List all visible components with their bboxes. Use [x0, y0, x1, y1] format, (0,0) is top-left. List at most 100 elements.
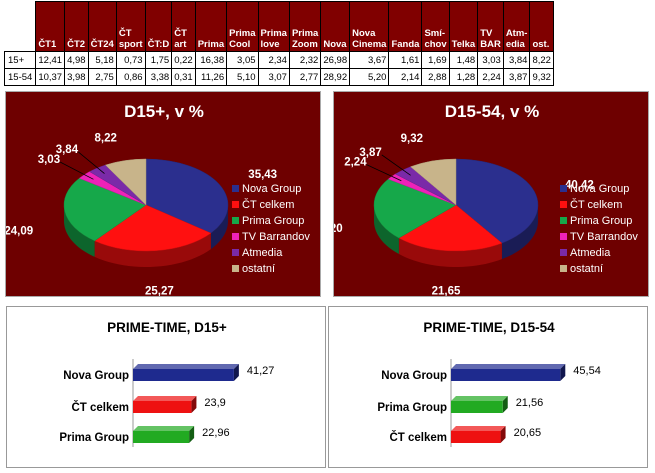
- pie-data-label: 35,43: [248, 169, 277, 181]
- bar-category-label: Nova Group: [63, 370, 129, 382]
- pie-title: D15-54, v %: [445, 102, 540, 121]
- bar-top: [451, 426, 506, 431]
- table-cell: 3,67: [349, 51, 390, 69]
- row-label: 15+: [3, 51, 37, 69]
- legend-swatch: [560, 217, 567, 224]
- column-header: ČT:D: [144, 1, 173, 52]
- table-header-row: ČT1 ČT2 ČT24 ČT sport ČT:D ČT art Prima Prima Cool…: [3, 1, 554, 52]
- table-cell: 3,05: [226, 51, 259, 69]
- bar-chart-prime-d15-54: PRIME-TIME, D15-54 Nova Group 45,54 Prima G…: [377, 320, 601, 447]
- table-cell: 1,48: [448, 51, 479, 69]
- pie-data-label: 40,42: [565, 180, 594, 192]
- legend-item: TV Barrandov: [570, 231, 638, 243]
- table-cell: 2,77: [288, 68, 322, 86]
- table-corner: [3, 1, 37, 52]
- leader-line: [77, 151, 105, 174]
- pie-panel-d15plus: D15+, v % 35,43 25,27 24,09 3,03 3,84 8,22 Nova…: [5, 91, 321, 297]
- table-body: 15+ 12,41 4,98 5,18 0,73 1,75 0,22 16,38 3,05 2,3…: [3, 51, 554, 86]
- table-cell: 0,22: [171, 51, 196, 69]
- table-cell: 16,38: [194, 51, 228, 69]
- bar-top: [133, 426, 195, 431]
- bar-end: [233, 364, 239, 381]
- pie-data-label: 3,84: [56, 144, 79, 156]
- pie-data-label: 21,65: [432, 286, 461, 297]
- legend-item: Prima Group: [570, 215, 632, 227]
- share-table: ČT1 ČT2 ČT24 ČT sport ČT:D ČT art Prima Prima Cool…: [3, 1, 554, 86]
- bar-category-label: ČT celkem: [389, 431, 447, 444]
- table-cell: 5,10: [226, 68, 259, 86]
- legend-item: Prima Group: [242, 215, 304, 227]
- bar: [451, 369, 561, 381]
- bar-end: [189, 426, 195, 443]
- pie-data-label: 22,20: [334, 223, 343, 235]
- legend-item: ČT celkem: [570, 198, 622, 211]
- pie-slice-side: [501, 205, 538, 260]
- bar-value-label: 45,54: [573, 365, 601, 377]
- legend-item: Atmedia: [570, 247, 611, 259]
- legend-item: Atmedia: [242, 247, 283, 259]
- table-cell: 28,92: [320, 68, 351, 86]
- bar-value-label: 20,65: [514, 427, 542, 439]
- legend-swatch: [232, 185, 239, 192]
- bar-top: [451, 364, 566, 369]
- pie-slice-side: [398, 238, 502, 267]
- pie-slice: [63, 177, 147, 242]
- table-cell: 1,28: [448, 68, 479, 86]
- leader-line: [381, 154, 411, 176]
- bar-top: [133, 396, 197, 401]
- table-cell: 26,98: [320, 51, 351, 69]
- bar-end: [191, 396, 197, 413]
- bar-panel-prime-d15plus: PRIME-TIME, D15+ Nova Group 41,27 ČT celkem…: [6, 306, 326, 468]
- table-cell: 10,37: [35, 68, 66, 86]
- column-header: Nova: [320, 1, 351, 52]
- legend-item: ostatní: [570, 263, 603, 275]
- table-cell: 1,75: [144, 51, 173, 69]
- legend-item: TV Barrandov: [242, 231, 310, 243]
- legend-item: Nova Group: [570, 183, 629, 195]
- pie-slice: [410, 158, 457, 206]
- legend-swatch: [560, 185, 567, 192]
- bar-value-label: 23,9: [204, 397, 225, 409]
- bar-chart-title: PRIME-TIME, D15+: [107, 320, 227, 335]
- table-cell: 2,32: [288, 51, 322, 69]
- table-row: 15+ 12,41 4,98 5,18 0,73 1,75 0,22 16,38 3,05 2,3…: [3, 51, 554, 69]
- legend-swatch: [232, 265, 239, 272]
- row-label: 15-54: [3, 68, 37, 86]
- legend-item: ostatní: [242, 263, 275, 275]
- bar-value-label: 21,56: [516, 397, 544, 409]
- table-cell: 2,75: [87, 68, 117, 86]
- legend-swatch: [560, 265, 567, 272]
- bar-top: [133, 364, 239, 369]
- pie-data-label: 3,03: [38, 154, 60, 166]
- pie-data-label: 2,24: [344, 157, 367, 169]
- pie-slice-side: [64, 205, 95, 257]
- table-cell: 3,84: [502, 51, 531, 69]
- pie-data-label: 25,27: [145, 286, 174, 298]
- table-cell: 3,03: [477, 51, 504, 69]
- bar-chart-prime-d15plus: PRIME-TIME, D15+ Nova Group 41,27 ČT celkem…: [59, 320, 275, 447]
- table-cell: 12,41: [35, 51, 66, 69]
- column-header: Fanda: [388, 1, 423, 52]
- pie-slice: [104, 158, 147, 206]
- table-cell: 8,22: [529, 51, 554, 69]
- pie-slice-side: [210, 205, 228, 250]
- bar: [451, 401, 503, 413]
- leader-line: [59, 161, 94, 180]
- legend-item: ČT celkem: [242, 198, 294, 211]
- bar-end: [500, 426, 506, 443]
- legend-swatch: [232, 217, 239, 224]
- table-cell: 2,14: [388, 68, 423, 86]
- table-cell: 5,18: [87, 51, 117, 69]
- pie-data-label: 9,32: [401, 133, 423, 145]
- bar: [133, 401, 192, 413]
- legend-swatch: [560, 233, 567, 240]
- legend-item: Nova Group: [242, 183, 301, 195]
- bar-category-label: Prima Group: [59, 432, 129, 444]
- table-cell: 0,73: [115, 51, 146, 69]
- bar-top: [451, 396, 508, 401]
- table-cell: 3,98: [64, 68, 89, 86]
- bar-value-label: 41,27: [247, 365, 275, 377]
- column-header: TV BAR: [477, 1, 504, 52]
- column-header: Atm-edia: [502, 1, 531, 52]
- bar: [133, 369, 234, 381]
